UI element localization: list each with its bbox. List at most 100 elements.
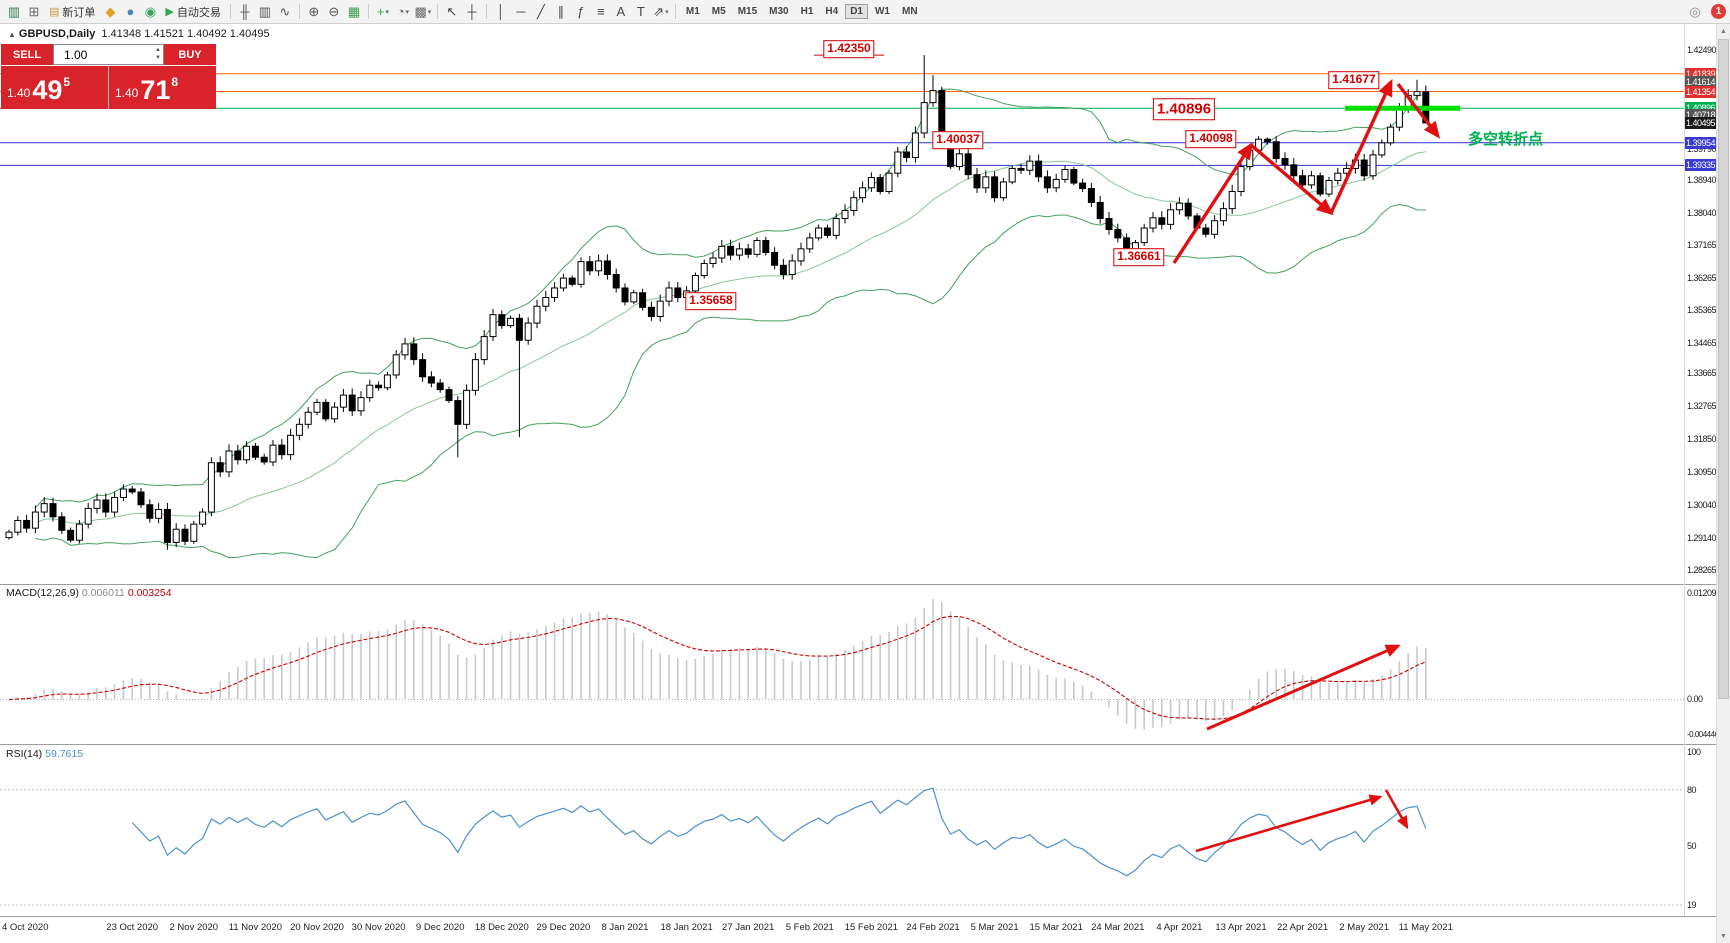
- vertical-scrollbar[interactable]: ▲ ▼: [1716, 24, 1730, 943]
- volume-spinner[interactable]: ▲ ▼: [155, 46, 161, 62]
- market-icon-glyph: ◉: [144, 3, 157, 19]
- zoom-in-icon[interactable]: ⊕: [304, 2, 324, 22]
- templates-icon-dropdown-icon[interactable]: ▾: [427, 8, 432, 16]
- sell-button[interactable]: SELL: [1, 44, 53, 65]
- trend-arrow[interactable]: [1384, 789, 1409, 830]
- trend-arrow[interactable]: [1329, 78, 1393, 214]
- timeframe-h4[interactable]: H4: [825, 6, 839, 17]
- price-marker: 1.41614: [1685, 76, 1716, 89]
- candle-chart-icon[interactable]: ▥: [255, 2, 275, 22]
- price-label-annotation[interactable]: 1.40037: [932, 131, 984, 149]
- fibonacci-icon[interactable]: ƒ: [571, 2, 591, 22]
- price-label-annotation[interactable]: 1.41677: [1328, 71, 1380, 89]
- candle-body: [480, 336, 488, 361]
- one-click-trading-panel: SELL 1.00 ▲ ▼ BUY 1.40 49 5 1.40 71 8: [1, 44, 216, 109]
- candle-body: [172, 528, 180, 543]
- label-icon[interactable]: T: [631, 2, 651, 22]
- spin-down-icon[interactable]: ▼: [155, 55, 161, 61]
- indicators-icon-dropdown-icon[interactable]: ▾: [385, 8, 389, 16]
- candle-body: [357, 397, 365, 412]
- candle-body: [709, 257, 717, 264]
- line-chart-icon[interactable]: ∿: [275, 2, 295, 22]
- timeframe-m30[interactable]: M30: [769, 6, 789, 17]
- channel-icon[interactable]: ∥: [551, 2, 571, 22]
- timeframe-m15[interactable]: M15: [737, 6, 758, 17]
- toolbar-separator: [485, 4, 487, 19]
- turning-point-note[interactable]: 多空转折点: [1468, 131, 1544, 148]
- price-label-annotation[interactable]: 1.36661: [1113, 248, 1165, 266]
- candle-body: [850, 197, 858, 211]
- candle-body: [322, 401, 330, 420]
- candle-body: [551, 287, 559, 298]
- bar-chart-icon[interactable]: ╫: [235, 2, 255, 22]
- price-label-annotation[interactable]: 1.42350: [823, 40, 875, 58]
- trendline-icon[interactable]: ╱: [531, 2, 551, 22]
- annotation-arrows[interactable]: [1172, 78, 1441, 853]
- candle-body: [639, 292, 647, 308]
- market-icon[interactable]: ◉: [140, 2, 160, 22]
- rsi-line: [131, 787, 1427, 877]
- price-label-annotation[interactable]: 1.40896: [1152, 98, 1216, 120]
- notification-badge[interactable]: 1: [1711, 4, 1726, 19]
- price-label-annotation[interactable]: 1.35658: [685, 292, 737, 310]
- shapes-icon[interactable]: ≡: [591, 2, 611, 22]
- timeframe-d1[interactable]: D1: [845, 4, 868, 19]
- candle-body: [823, 227, 831, 236]
- trend-arrow[interactable]: [1396, 82, 1441, 139]
- timeframe-w1[interactable]: W1: [874, 6, 890, 17]
- timeframe-m5[interactable]: M5: [711, 6, 726, 17]
- macd-signal-line: [8, 615, 1427, 720]
- templates-icon[interactable]: ▩ ▾: [413, 2, 433, 22]
- indicators-icon-glyph: +: [376, 4, 385, 19]
- candle-body: [67, 529, 75, 541]
- timeframe-mn[interactable]: MN: [901, 6, 918, 17]
- candle-body: [1211, 220, 1219, 235]
- price-axis-label: 1.28265: [1687, 565, 1717, 575]
- cursor-icon[interactable]: ↖: [442, 2, 462, 22]
- zoom-out-icon[interactable]: ⊖: [324, 2, 344, 22]
- candle-body: [595, 260, 603, 272]
- volume-input[interactable]: 1.00 ▲ ▼: [53, 44, 164, 65]
- horizontal-line-icon[interactable]: ─: [511, 2, 531, 22]
- candle-body: [454, 400, 462, 425]
- trend-arrow[interactable]: [1249, 143, 1334, 216]
- price-label-annotation[interactable]: 1.40098: [1185, 130, 1237, 148]
- scroll-up-button[interactable]: ▲: [1720, 27, 1727, 35]
- trend-arrow[interactable]: [1172, 142, 1253, 264]
- chart-profiles-icon[interactable]: ⊞: [24, 2, 44, 22]
- sell-price[interactable]: 1.40 49 5: [1, 66, 108, 109]
- candle-body: [243, 445, 251, 461]
- candle-body: [973, 174, 981, 189]
- arrows-tool-icon-dropdown-icon[interactable]: ▾: [665, 8, 669, 16]
- buy-button[interactable]: BUY: [164, 44, 216, 65]
- candle-body: [938, 90, 946, 137]
- scroll-down-button[interactable]: ▼: [1720, 932, 1727, 940]
- periods-icon[interactable]: ◔ ▾: [393, 2, 413, 22]
- timeframe-m1[interactable]: M1: [685, 6, 700, 17]
- autotrade-button-label: 自动交易: [176, 6, 221, 19]
- shapes-icon-glyph: ≡: [597, 4, 605, 19]
- periods-icon-dropdown-icon[interactable]: ▾: [405, 8, 410, 16]
- new-order-button[interactable]: ▤ 新订单: [44, 2, 100, 22]
- scrollbar-thumb[interactable]: [1718, 39, 1729, 699]
- history-center-icon[interactable]: ◆: [100, 2, 120, 22]
- accounts-icon[interactable]: ●: [120, 2, 140, 22]
- tile-windows-icon[interactable]: ▦: [344, 2, 364, 22]
- search-icon[interactable]: ◎: [1685, 2, 1705, 22]
- new-chart-icon[interactable]: ▥: [4, 2, 24, 22]
- vertical-line-icon[interactable]: │: [491, 2, 511, 22]
- candle-body: [788, 260, 796, 275]
- candle-body: [75, 523, 83, 541]
- timeframe-h1[interactable]: H1: [800, 6, 814, 17]
- trend-arrow[interactable]: [1195, 794, 1383, 853]
- autotrade-button[interactable]: ▶ 自动交易: [160, 2, 225, 22]
- trend-arrow[interactable]: [1206, 644, 1401, 731]
- indicators-icon[interactable]: + ▾: [373, 2, 393, 22]
- text-icon[interactable]: A: [611, 2, 631, 22]
- crosshair-icon[interactable]: ┼: [462, 2, 482, 22]
- arrows-tool-icon[interactable]: ⇗ ▾: [651, 2, 671, 22]
- candle-body: [1263, 138, 1271, 143]
- buy-price[interactable]: 1.40 71 8: [108, 66, 216, 109]
- spin-up-icon[interactable]: ▲: [155, 47, 161, 53]
